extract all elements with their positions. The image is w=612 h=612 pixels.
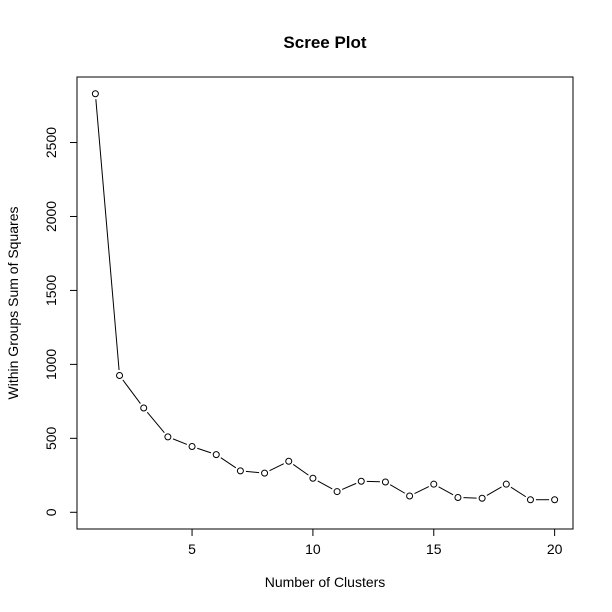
line-segment (341, 482, 357, 490)
data-point (91, 90, 99, 98)
data-point (309, 474, 317, 482)
line-segment (317, 480, 333, 490)
data-point (526, 496, 534, 504)
x-tick-label: 5 (188, 541, 196, 557)
y-tick-label: 1000 (43, 349, 59, 380)
data-point (116, 371, 124, 379)
data-point (333, 488, 341, 496)
series-points (91, 90, 559, 504)
data-point (502, 480, 510, 488)
data-point (236, 467, 244, 475)
series-line (95, 99, 550, 501)
line-segment (95, 99, 120, 371)
data-point (406, 492, 414, 500)
line-segment (269, 463, 285, 472)
y-axis: 0 500 1000 1500 2000 2500 (43, 127, 78, 516)
data-point (430, 480, 438, 488)
line-segment (389, 484, 406, 494)
data-point (164, 433, 172, 441)
line-segment (414, 486, 430, 495)
data-point (261, 469, 269, 477)
plot-frame (76, 76, 574, 530)
x-tick-label: 10 (305, 541, 321, 557)
x-tick-label: 15 (426, 541, 442, 557)
line-segment (438, 486, 454, 496)
x-axis-label: Number of Clusters (265, 574, 386, 590)
line-segment (245, 470, 260, 474)
line-segment (510, 486, 527, 498)
y-tick-label: 2000 (43, 201, 59, 232)
line-segment (172, 438, 188, 445)
data-point (357, 477, 365, 485)
data-point (285, 457, 293, 465)
y-tick-label: 2500 (43, 127, 59, 158)
data-point (212, 451, 220, 459)
line-segment (122, 379, 141, 404)
line-segment (197, 447, 212, 454)
line-segment (220, 457, 237, 469)
y-tick-label: 500 (43, 426, 59, 450)
data-point (551, 496, 559, 504)
line-segment (146, 411, 165, 433)
x-axis: 5 10 15 20 (188, 528, 563, 557)
line-segment (292, 464, 309, 476)
y-tick-label: 1500 (43, 275, 59, 306)
data-point (188, 442, 196, 450)
chart-title: Scree Plot (283, 33, 366, 52)
x-tick-label: 20 (547, 541, 563, 557)
data-point (478, 494, 486, 502)
y-tick-label: 0 (43, 508, 59, 516)
data-point (454, 493, 462, 501)
line-segment (486, 486, 502, 496)
data-point (140, 404, 148, 412)
y-axis-label: Within Groups Sum of Squares (5, 207, 21, 400)
data-point (381, 478, 389, 486)
